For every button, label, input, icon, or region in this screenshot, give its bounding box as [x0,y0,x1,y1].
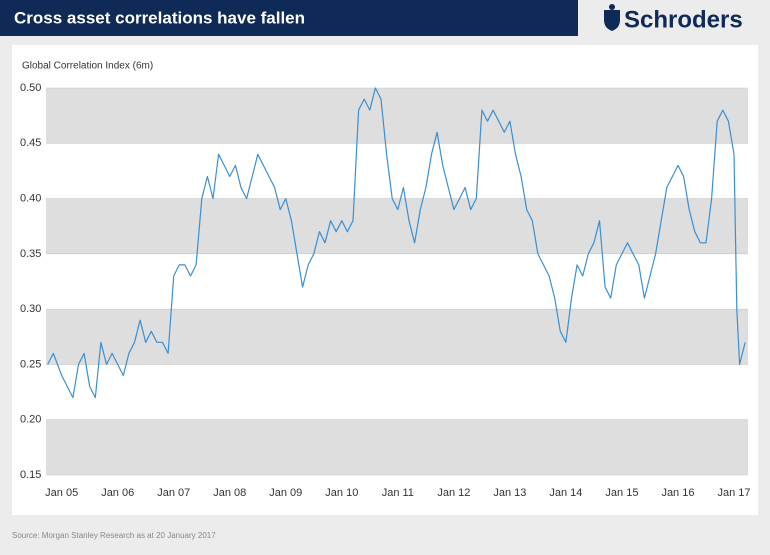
y-axis-label: Global Correlation Index (6m) [22,61,153,72]
grid-band [46,88,748,144]
y-tick-label: 0.45 [20,137,41,149]
x-tick-label: Jan 11 [382,487,414,499]
y-tick-label: 0.35 [20,248,41,260]
x-tick-label: Jan 16 [661,487,694,499]
source: Source: Morgan Stanley Research as at 20… [12,531,216,540]
x-tick-label: Jan 17 [717,487,750,499]
x-tick-label: Jan 09 [269,487,302,499]
x-tick-label: Jan 13 [493,487,526,499]
grid-band [46,419,748,475]
x-tick-label: Jan 08 [213,487,246,499]
x-tick-label: Jan 15 [605,487,638,499]
x-tick-label: Jan 06 [101,487,134,499]
y-tick-label: 0.20 [20,414,41,426]
x-tick-label: Jan 10 [325,487,358,499]
x-tick-label: Jan 05 [45,487,78,499]
grid-band [46,309,748,365]
y-tick-label: 0.25 [20,358,41,370]
x-tick-label: Jan 07 [157,487,190,499]
y-tick-label: 0.15 [20,469,41,481]
brand: Schroders [624,6,743,33]
header-bar [0,0,578,36]
data-line [47,87,746,399]
x-tick-label: Jan 12 [437,487,470,499]
y-tick-label: 0.50 [20,82,41,94]
chart-title: Cross asset correlations have fallen [14,8,305,27]
logo-icon [604,4,620,31]
x-tick-label: Jan 14 [549,487,582,499]
y-tick-label: 0.40 [20,192,41,204]
y-tick-label: 0.30 [20,303,41,315]
